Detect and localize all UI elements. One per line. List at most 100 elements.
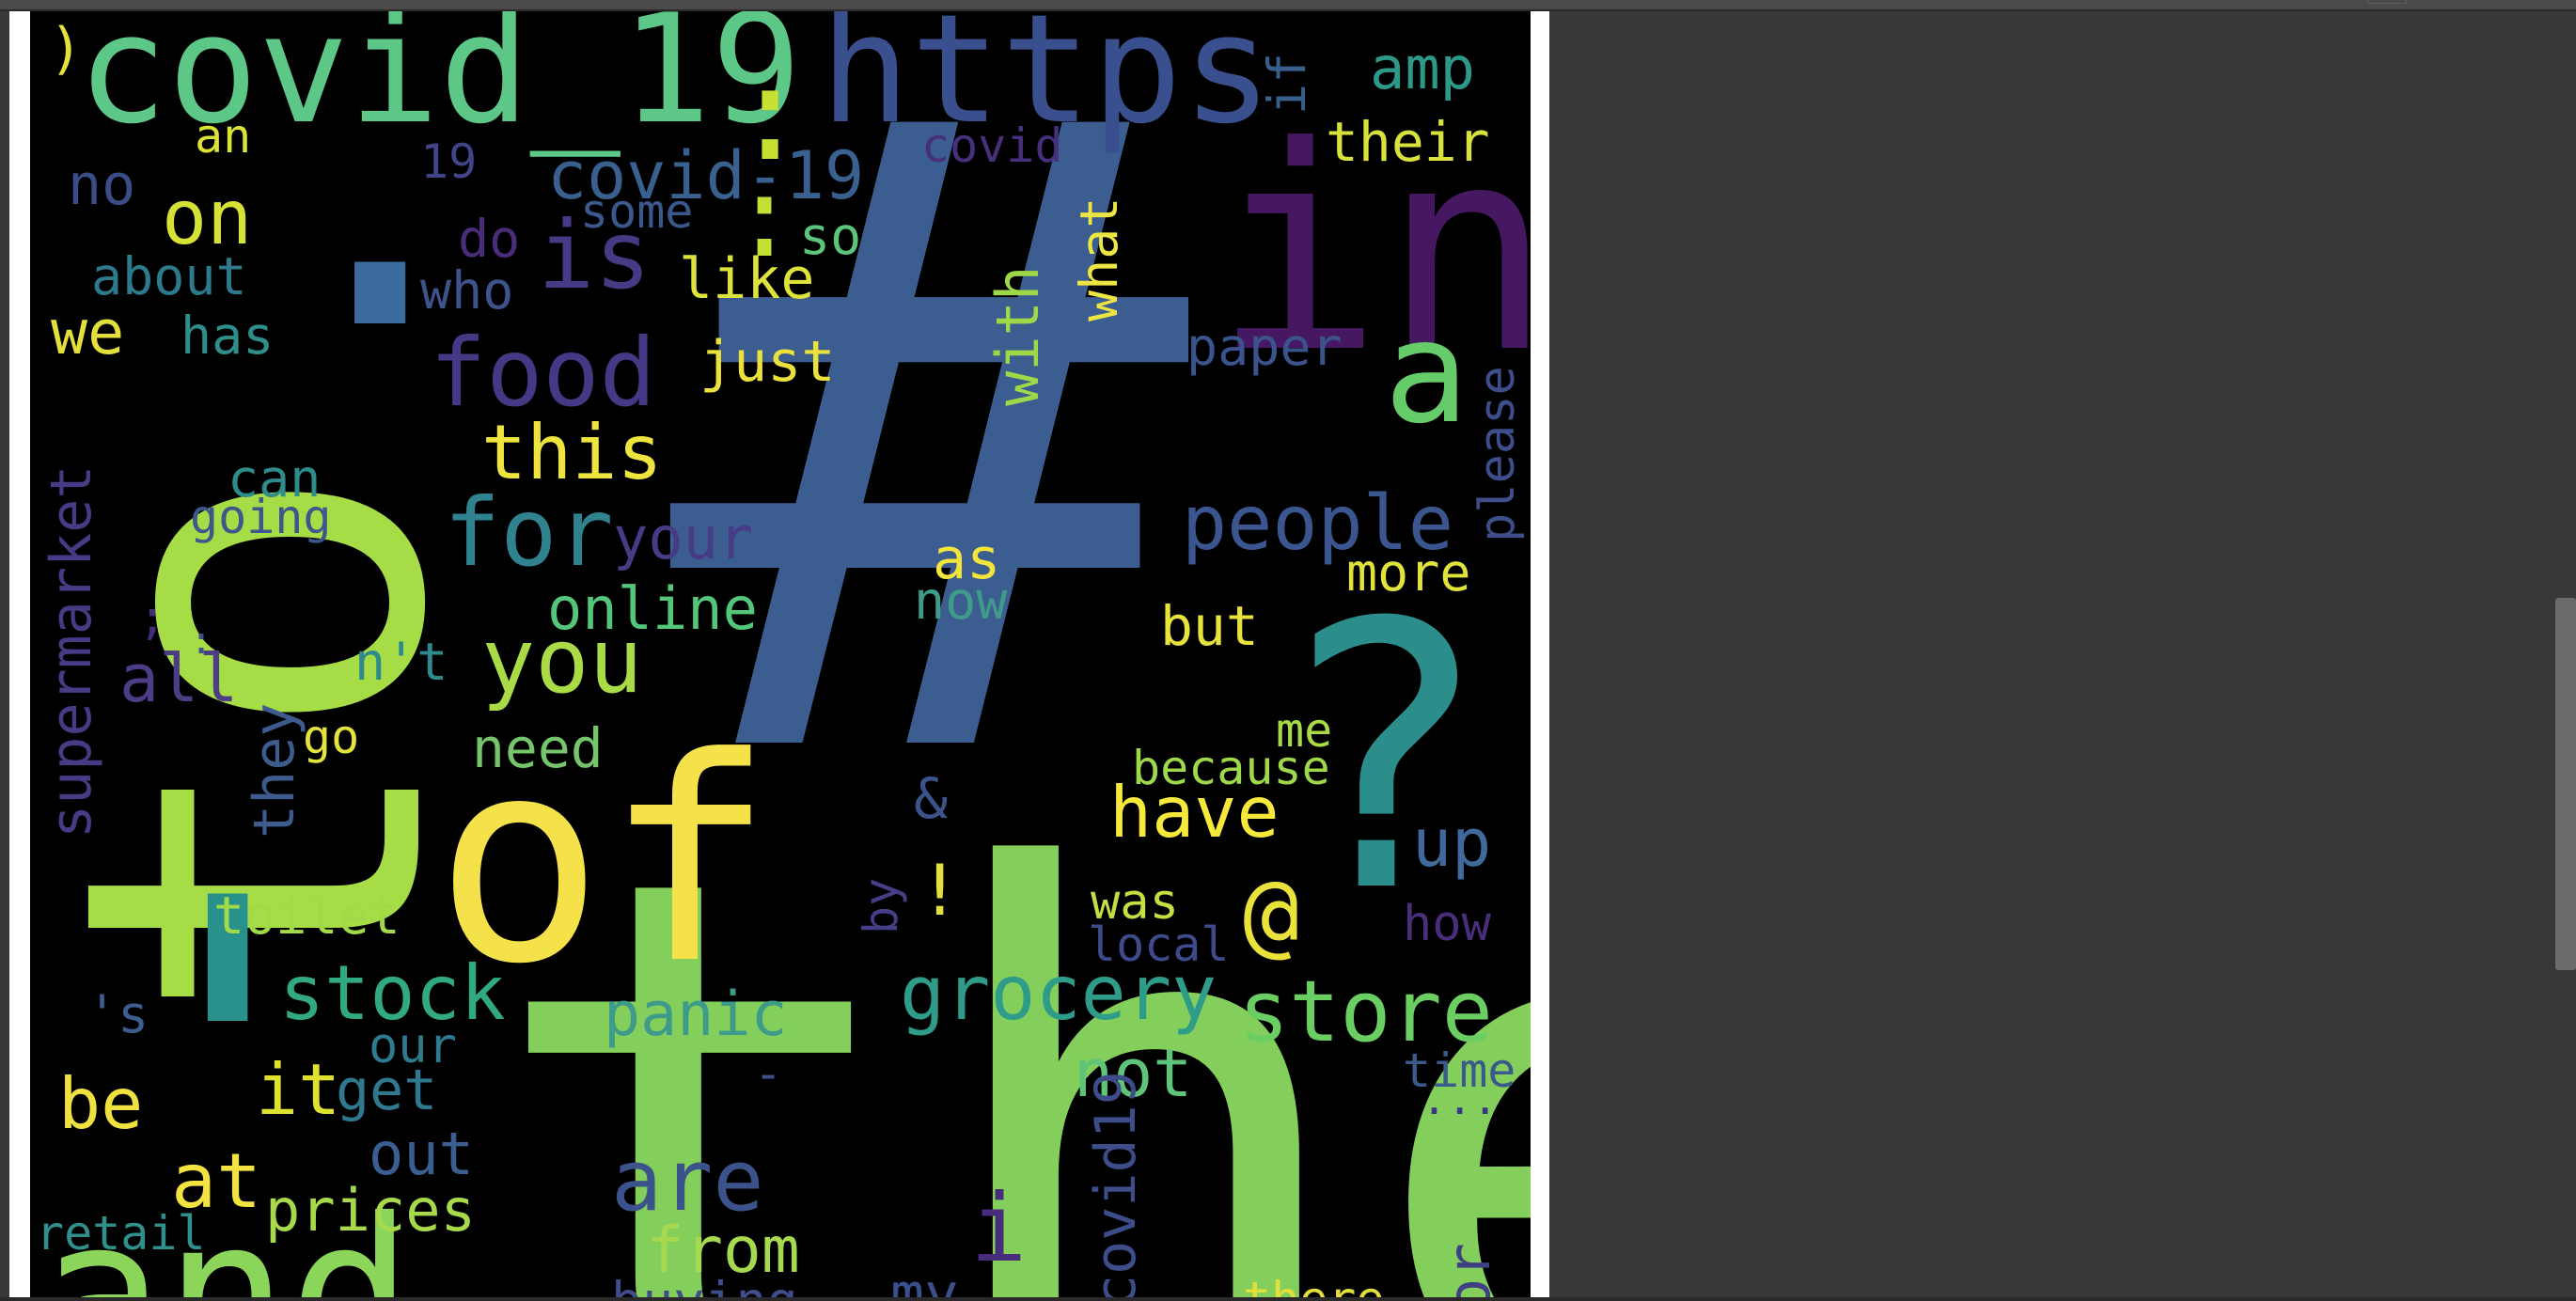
window-resize-handle[interactable] (2367, 0, 2407, 4)
word-all: all (119, 640, 239, 717)
word-at: at (171, 1137, 262, 1225)
word-with: with (983, 265, 1052, 406)
word-not: not (1074, 1035, 1193, 1112)
word-going: going (190, 490, 332, 544)
word-at-sign: @ (1243, 858, 1300, 968)
word-retail: retail (36, 1206, 206, 1261)
word-toilet: toilet (213, 886, 401, 946)
word-exclamation: ! (919, 849, 962, 932)
word-but: but (1160, 594, 1259, 658)
word-it: it (256, 1048, 341, 1131)
word-amp: amp (1370, 34, 1475, 102)
word-paper: paper (1186, 317, 1343, 377)
word-has: has (181, 306, 275, 366)
word-about: about (91, 246, 247, 306)
word-so: so (799, 206, 862, 266)
word-please: please (1469, 366, 1526, 542)
word-people: people (1182, 479, 1453, 567)
word-is: is (538, 200, 652, 310)
word-some: some (580, 184, 694, 239)
word-like: like (679, 246, 815, 312)
word-online: online (547, 574, 758, 643)
word-covid-19-underscore: covid_19 (77, 11, 802, 157)
word-more: more (1346, 542, 1471, 603)
word-colon-small: : (190, 619, 213, 663)
word-apostrophe: ' (86, 800, 370, 1297)
word-up: up (1412, 805, 1492, 882)
word-period: . (256, 11, 505, 421)
word-local: local (1088, 917, 1230, 972)
word-or: or (1435, 1243, 1503, 1297)
word-hyphen: - (754, 1046, 783, 1101)
word-and: and (39, 1174, 414, 1297)
word-i: i (970, 1173, 1028, 1283)
word-our: our (369, 1018, 457, 1074)
word-go: go (303, 710, 360, 764)
word-nt: n't (354, 632, 448, 692)
window-top-bar (0, 0, 2576, 11)
word-19: 19 (420, 134, 478, 189)
word-your: your (613, 504, 754, 572)
word-just: just (699, 329, 836, 395)
word-covid19: covid19 (1083, 1071, 1149, 1297)
word-now: now (914, 571, 1008, 631)
word-store: store (1238, 963, 1493, 1061)
word-hash: # (669, 11, 1190, 947)
window-bottom-border (0, 1297, 2576, 1301)
word-supermarket: supermarket (39, 464, 104, 839)
word-ellipsis: ... (1422, 1074, 1499, 1124)
word-have: have (1109, 771, 1280, 854)
word-we: we (51, 298, 125, 368)
word-are: are (611, 1132, 764, 1230)
word-this: this (481, 409, 663, 496)
word-need: need (472, 716, 604, 780)
word-buying: buying (611, 1276, 798, 1298)
word-was: was (1091, 874, 1179, 931)
vertical-scrollbar-thumb[interactable] (2555, 598, 2576, 970)
word-colon-top: : (730, 38, 810, 191)
word-if: if (1257, 52, 1317, 115)
word-an: an (195, 109, 252, 164)
word-what: what (1069, 196, 1129, 321)
word-on: on (162, 174, 253, 261)
word-the: the (481, 722, 1531, 1297)
word-panic: panic (604, 980, 788, 1050)
word-prices: prices (265, 1176, 476, 1245)
word-there: there (1243, 1276, 1385, 1297)
word-from: from (646, 1214, 800, 1288)
word-do: do (458, 209, 521, 269)
word-for: for (444, 478, 614, 588)
word-apostrophe-s: 's (86, 984, 149, 1044)
word-how: how (1403, 896, 1491, 952)
word-a: a (1384, 291, 1469, 455)
word-who: who (420, 260, 514, 321)
word-colon-mid: : (730, 152, 799, 283)
word-cloud-image: # the to in covid_19 https and of ? . : … (30, 11, 1531, 1297)
word-no: no (68, 152, 136, 218)
word-because: because (1132, 741, 1330, 795)
word-in: in (1213, 86, 1531, 415)
word-my: my (890, 1262, 959, 1297)
word-be: be (58, 1062, 144, 1145)
word-ampersand: & (914, 766, 949, 832)
word-out: out (369, 1120, 474, 1188)
word-of: of (434, 698, 775, 1026)
word-can: can (228, 448, 322, 509)
word-their: their (1326, 110, 1490, 174)
word-stock: stock (279, 949, 506, 1037)
word-me: me (1276, 703, 1333, 758)
word-get: get (336, 1058, 438, 1123)
word-food: food (430, 318, 656, 428)
word-https: https (820, 11, 1273, 157)
word-grocery: grocery (900, 949, 1217, 1037)
word-they: they (242, 702, 307, 839)
word-time: time (1403, 1043, 1516, 1098)
word-covid: covid (921, 118, 1063, 173)
word-question-mark: ? (1271, 545, 1492, 972)
word-as: as (933, 526, 1001, 592)
word-close-paren: ) (49, 16, 84, 82)
word-semicolon: ; (138, 590, 167, 645)
word-covid-19-hyphen: covid-19 (547, 137, 865, 214)
word-by: by (854, 877, 908, 934)
word-you: you (481, 610, 643, 713)
